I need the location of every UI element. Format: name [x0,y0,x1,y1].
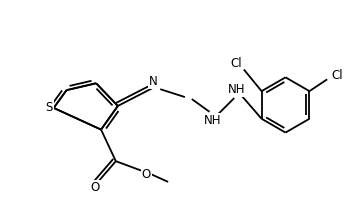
Text: O: O [91,181,100,194]
Text: Cl: Cl [331,69,343,82]
Text: NH: NH [204,114,221,127]
Text: O: O [142,167,151,181]
Text: Cl: Cl [230,57,242,70]
Text: S: S [45,101,53,114]
Text: N: N [149,75,158,88]
Text: NH: NH [228,83,245,96]
